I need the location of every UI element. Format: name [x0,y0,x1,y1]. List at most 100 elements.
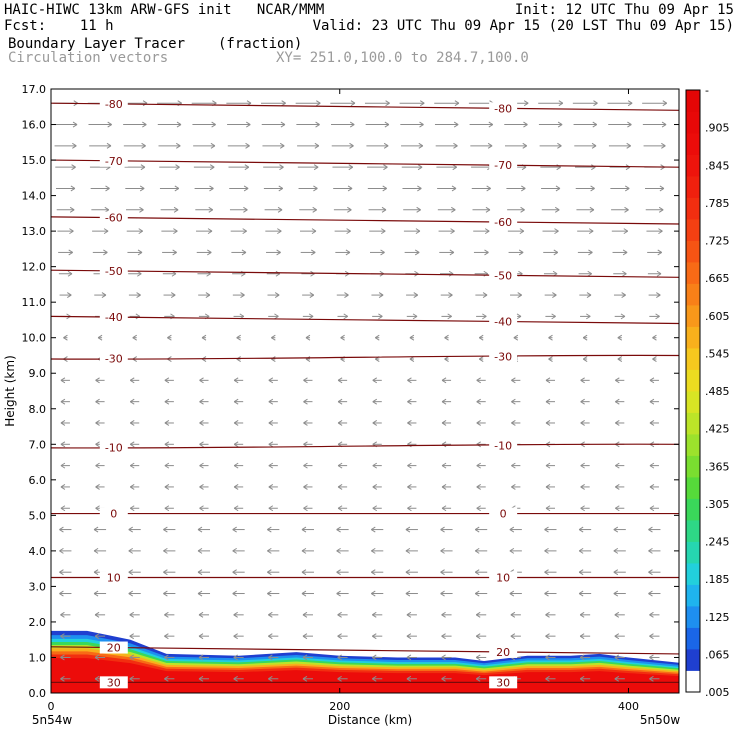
vector-head [558,100,564,107]
vector-head [343,313,349,320]
vector-head [482,292,488,298]
vector-head [164,441,170,448]
vector-head [268,398,274,405]
vector-head [649,377,655,384]
vector-head [580,398,585,405]
vector-head [60,633,65,640]
vector-head [614,675,620,682]
vector-head [417,164,423,171]
vector-head [417,185,422,192]
vector-head [405,547,411,554]
vector-head [405,526,411,533]
vector-head [451,206,456,213]
vector-head [199,377,204,384]
vector-head [372,675,377,682]
vector-head [59,526,64,533]
vector-head [309,292,315,298]
vector-head [164,675,169,682]
vector-head [132,334,137,341]
vector-head [649,675,654,682]
vector-head [163,526,168,533]
colorbar-swatch [686,670,700,693]
contour-label-bg [99,352,128,365]
vector-head [205,292,211,298]
vector-head [441,420,447,426]
vector-head [164,484,170,490]
vector-head [241,249,247,256]
vector-head [276,249,281,256]
vector-head [613,569,619,576]
vector-head [544,569,549,576]
vector-head [580,377,585,384]
vector-head [232,569,237,576]
vector-head [372,484,378,490]
vector-head [233,377,239,384]
contour-label: -60 [494,216,512,229]
vector-head [378,292,384,298]
colorbar-label: .845 [705,159,730,172]
vector-head [418,142,424,149]
vector-head [316,100,321,107]
vector-head [210,142,216,149]
vector-head [267,590,272,597]
vector-head [545,505,551,512]
vector-head [474,590,480,597]
vector-head [233,484,239,490]
vector-head [94,633,100,640]
vector-head [236,334,241,341]
vector-head [579,675,585,682]
vector-head [476,377,481,384]
colorbar-label: .425 [705,423,730,436]
vector-head [649,611,654,618]
vector-head [207,228,213,235]
vector-head [582,356,588,362]
vector-head [314,142,320,149]
vector-head [624,185,630,192]
vector-head [175,164,180,171]
vector-head [649,462,655,469]
vector-head [649,505,655,512]
vector-head [475,633,481,640]
x-start-location: 5n54w [32,713,73,727]
contour-label: -10 [494,439,512,452]
colorbar-label: .665 [705,272,730,285]
colorbar-label: - [705,84,709,97]
vector-head [613,547,619,554]
colorbar-label: .365 [705,460,730,473]
vector-head [486,185,491,192]
vector-head [211,121,216,128]
y-tick-label: 9.0 [29,367,47,380]
vector-head [201,334,207,341]
vector-head [95,484,100,490]
vector-head [520,206,525,213]
vector-head [208,206,214,213]
contour-label: -10 [105,441,123,454]
vector-head [129,505,135,512]
vector-head [545,675,550,682]
vector-head [344,292,349,298]
vector-head [129,420,135,426]
vector-head [441,654,446,661]
vector-head [406,611,412,618]
field-name: Boundary Layer Tracer [8,36,186,52]
vector-head [555,185,561,192]
vector-head [557,142,562,149]
vector-head [93,569,99,576]
contour-label: -30 [494,350,512,363]
vector-head [554,228,559,235]
vector-head [60,484,66,490]
colorbar-swatch [686,133,700,155]
contour-line [51,354,679,360]
vector-head [441,675,446,682]
vector-head [277,228,282,235]
vector-head [488,121,494,128]
vector-head [548,334,553,341]
vector-head [95,441,100,448]
vector-head [579,633,585,640]
vector-head [59,547,64,554]
vector-head [407,398,412,405]
x-end-location: 5n50w [640,713,681,727]
vector-head [337,654,342,661]
vector-head [406,654,412,661]
vector-head [198,675,204,682]
